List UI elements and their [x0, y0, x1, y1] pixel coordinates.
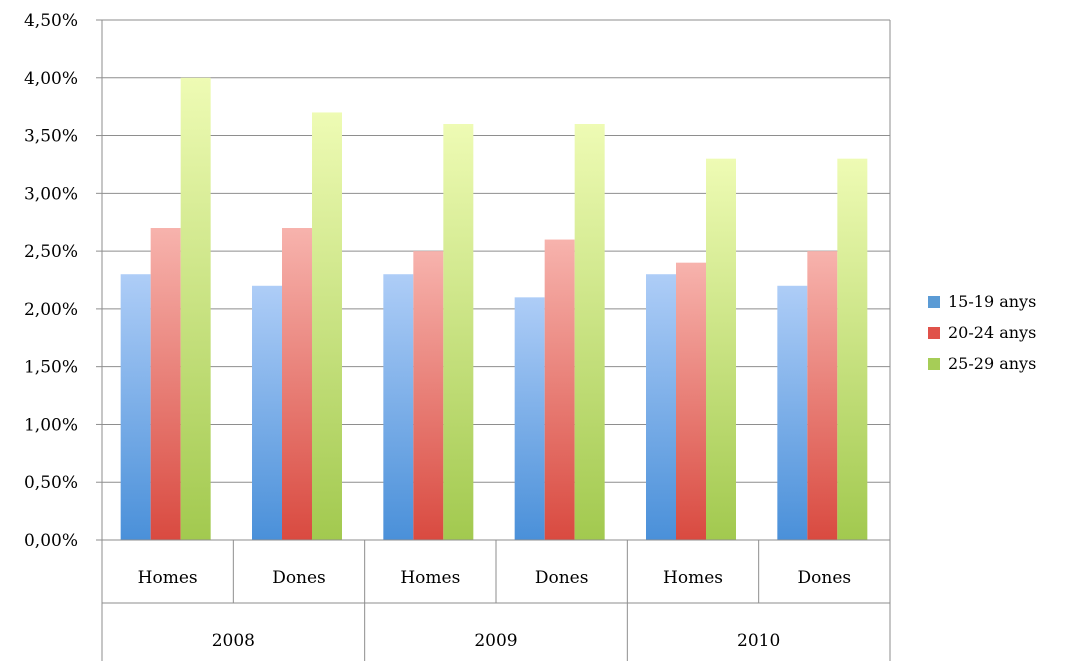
bar-25-29-anys-3 [574, 124, 605, 540]
y-tick-label: 2,00% [24, 300, 78, 320]
y-tick-label: 3,50% [24, 127, 78, 147]
y-tick-label: 2,50% [24, 242, 78, 262]
x-group-label: 2009 [474, 631, 517, 651]
x-category-label: Homes [138, 568, 198, 588]
bar-20-24-anys-2 [413, 251, 444, 540]
y-tick-label: 1,50% [24, 358, 78, 378]
y-axis-tick-labels: 0,00% 0,50% 1,00% 1,50% 2,00% 2,50% 3,00% 3,50%… [24, 11, 78, 551]
legend-label: 15-19 anys [948, 292, 1037, 311]
legend-label: 25-29 anys [948, 354, 1037, 373]
x-group-label: 2010 [737, 631, 780, 651]
bar-20-24-anys-1 [282, 228, 312, 540]
y-tick-label: 4,00% [24, 69, 78, 89]
bar-15-19-anys-3 [514, 297, 545, 540]
bar-20-24-anys-5 [807, 251, 838, 540]
bar-15-19-anys-4 [646, 274, 676, 540]
bars [120, 77, 868, 541]
bar-15-19-anys-0 [120, 274, 151, 540]
bar-25-29-anys-2 [443, 124, 474, 540]
legend-item: 15-19 anys [928, 286, 1068, 317]
legend-label: 20-24 anys [948, 323, 1037, 342]
y-tick-label: 3,00% [24, 184, 78, 204]
bar-25-29-anys-4 [706, 158, 736, 540]
x-category-label: Homes [400, 568, 460, 588]
bar-20-24-anys-4 [676, 262, 706, 540]
bar-15-19-anys-1 [252, 285, 282, 540]
x-category-label: Dones [798, 568, 852, 588]
bar-15-19-anys-2 [383, 274, 414, 540]
x-category-label: Dones [272, 568, 326, 588]
y-tick-label: 0,50% [24, 473, 78, 493]
legend-swatch [928, 326, 940, 339]
bar-25-29-anys-1 [312, 112, 342, 540]
axes [101, 20, 891, 661]
bar-20-24-anys-3 [544, 239, 575, 541]
legend-item: 25-29 anys [928, 348, 1068, 379]
x-group-label: 2008 [212, 631, 255, 651]
x-category-label: Homes [663, 568, 723, 588]
y-tick-label: 1,00% [24, 415, 78, 435]
legend-item: 20-24 anys [928, 317, 1068, 348]
legend: 15-19 anys 20-24 anys 25-29 anys [928, 286, 1068, 379]
x-axis-category-labels: Homes Dones Homes Dones Homes Dones [138, 568, 851, 588]
y-tick-label: 0,00% [24, 531, 78, 551]
legend-swatch [928, 295, 940, 308]
bar-25-29-anys-5 [837, 158, 868, 540]
bar-20-24-anys-0 [150, 228, 181, 540]
y-tick-label: 4,50% [24, 11, 78, 31]
legend-swatch [928, 357, 940, 370]
bar-25-29-anys-0 [180, 77, 211, 541]
x-category-label: Dones [535, 568, 589, 588]
gridlines [96, 19, 890, 541]
bar-15-19-anys-5 [777, 285, 808, 540]
x-axis-group-labels: 2008 2009 2010 [212, 631, 781, 651]
